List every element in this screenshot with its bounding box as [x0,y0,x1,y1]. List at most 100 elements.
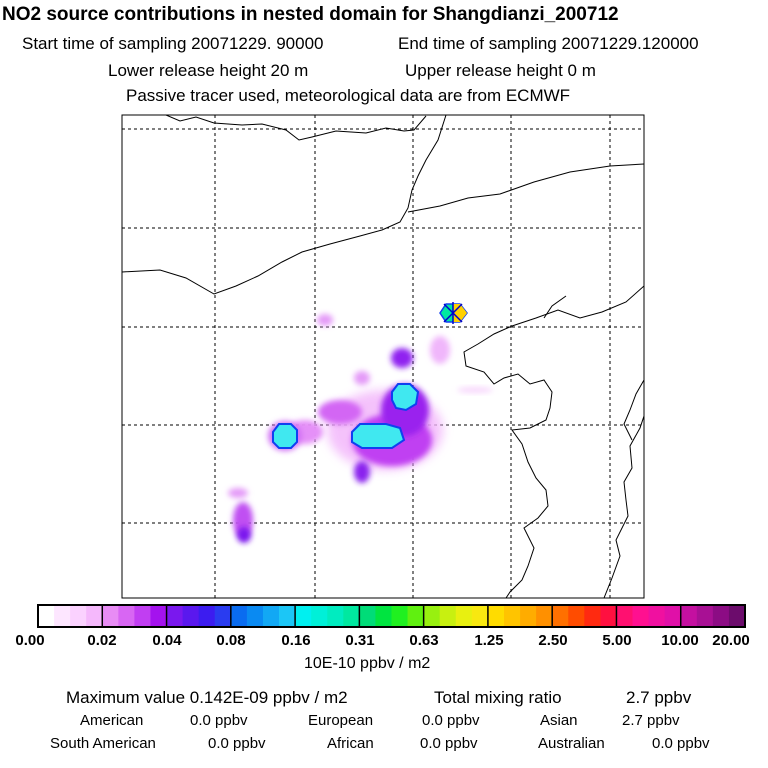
region-name: African [327,735,374,752]
colorbar-swatch [295,605,312,627]
colorbar-swatch [279,605,296,627]
border-line [603,415,644,598]
region-name: Australian [538,735,605,752]
colorbar-tick: 5.00 [602,632,632,649]
colorbar-swatch [311,605,328,627]
graticule [122,115,644,598]
total-mixing-value: 2.7 ppbv [626,688,692,707]
colorbar-tick: 0.31 [345,632,375,649]
colorbar-swatch [391,605,408,627]
colorbar-swatch [262,605,280,627]
max-value: Maximum value 0.142E-09 ppbv / m2 [66,688,348,707]
colorbar-swatch [166,605,184,627]
region-value: 0.0 ppbv [208,735,266,752]
colorbar-swatch [664,605,682,627]
colorbar-swatch [86,605,103,627]
border-line [407,163,644,213]
border-line [165,115,427,141]
colorbar-swatch [568,605,585,627]
total-mixing-label: Total mixing ratio [434,688,562,707]
plume-halo [354,461,370,483]
start-time: Start time of sampling 20071229. 90000 [22,34,324,53]
colorbar-swatch [503,605,521,627]
colorbar-swatch [38,605,55,627]
border-line [623,379,644,441]
plume-core [272,423,298,449]
upper-release-height: Upper release height 0 m [405,61,596,80]
colorbar-swatch [487,605,505,627]
colorbar-swatch [648,605,666,627]
region-value: 0.0 ppbv [420,735,478,752]
colorbar-swatch [214,605,232,627]
plume-halo [354,371,370,385]
colorbar-unit: 10E-10 ppbv / m2 [304,655,431,672]
colorbar-swatch [246,605,264,627]
plume-halo [457,387,493,393]
plume-halo [318,400,362,424]
colorbar-swatch [696,605,714,627]
colorbar-tick: 20.00 [712,632,750,649]
colorbar-swatch [182,605,200,627]
colorbar-swatch [70,605,87,627]
region-value: 0.0 ppbv [422,712,480,729]
region-name: Asian [540,712,578,729]
colorbar-swatch [54,605,71,627]
boundaries [122,115,644,598]
colorbar-swatch [134,605,151,627]
plume-halo [391,348,413,368]
end-time: End time of sampling 20071229.120000 [398,34,699,53]
colorbar-tick: 1.25 [474,632,504,649]
concentration-field [228,314,493,543]
colorbar-swatch [600,605,617,627]
plume-halo [228,488,248,498]
lower-release-height: Lower release height 20 m [108,61,309,80]
met-data-note: Passive tracer used, meteorological data… [126,86,571,105]
colorbar-tick: 0.04 [152,632,182,649]
colorbar-swatch [455,605,473,627]
region-value: 2.7 ppbv [622,712,680,729]
colorbar-tick: 0.16 [281,632,311,649]
map-frame [121,114,645,599]
border-line [543,295,567,319]
colorbar-swatch [552,605,569,627]
colorbar-swatch [423,605,441,627]
region-name: European [308,712,374,729]
map-title: NO2 source contributions in nested domai… [2,4,619,25]
colorbar-swatch [439,605,457,627]
colorbar-tick: 0.08 [216,632,246,649]
colorbar-swatch [616,605,633,627]
colorbar-tick: 0.63 [409,632,439,649]
colorbar-tick: 0.02 [87,632,117,649]
colorbar-swatch [584,605,601,627]
colorbar-swatch [359,605,376,627]
region-value: 0.0 ppbv [190,712,248,729]
map-area [122,115,644,598]
colorbar-swatch [407,605,425,627]
plume-core [351,423,406,449]
colorbar-swatch [632,605,649,627]
colorbar-swatch [680,605,698,627]
plume-halo [317,314,333,326]
region-name: American [80,712,144,729]
colorbar-swatch [150,605,167,627]
colorbar-swatch [230,605,248,627]
colorbar-swatch [118,605,135,627]
colorbar-swatch [536,605,553,627]
region-name: South American [50,735,156,752]
colorbar-tick: 0.00 [15,632,45,649]
colorbar-swatch [375,605,392,627]
colorbar-swatch [471,605,489,627]
station-marker [439,302,468,324]
colorbar-tick: 2.50 [538,632,568,649]
plume-core [391,383,420,412]
colorbar [38,605,746,627]
colorbar-swatch [327,605,344,627]
plume-halo [237,527,251,543]
colorbar-swatch [343,605,360,627]
border-line [122,115,447,295]
colorbar-swatch [198,605,216,627]
colorbar-swatch [102,605,119,627]
colorbar-tick: 10.00 [661,632,699,649]
colorbar-frame [37,604,746,628]
